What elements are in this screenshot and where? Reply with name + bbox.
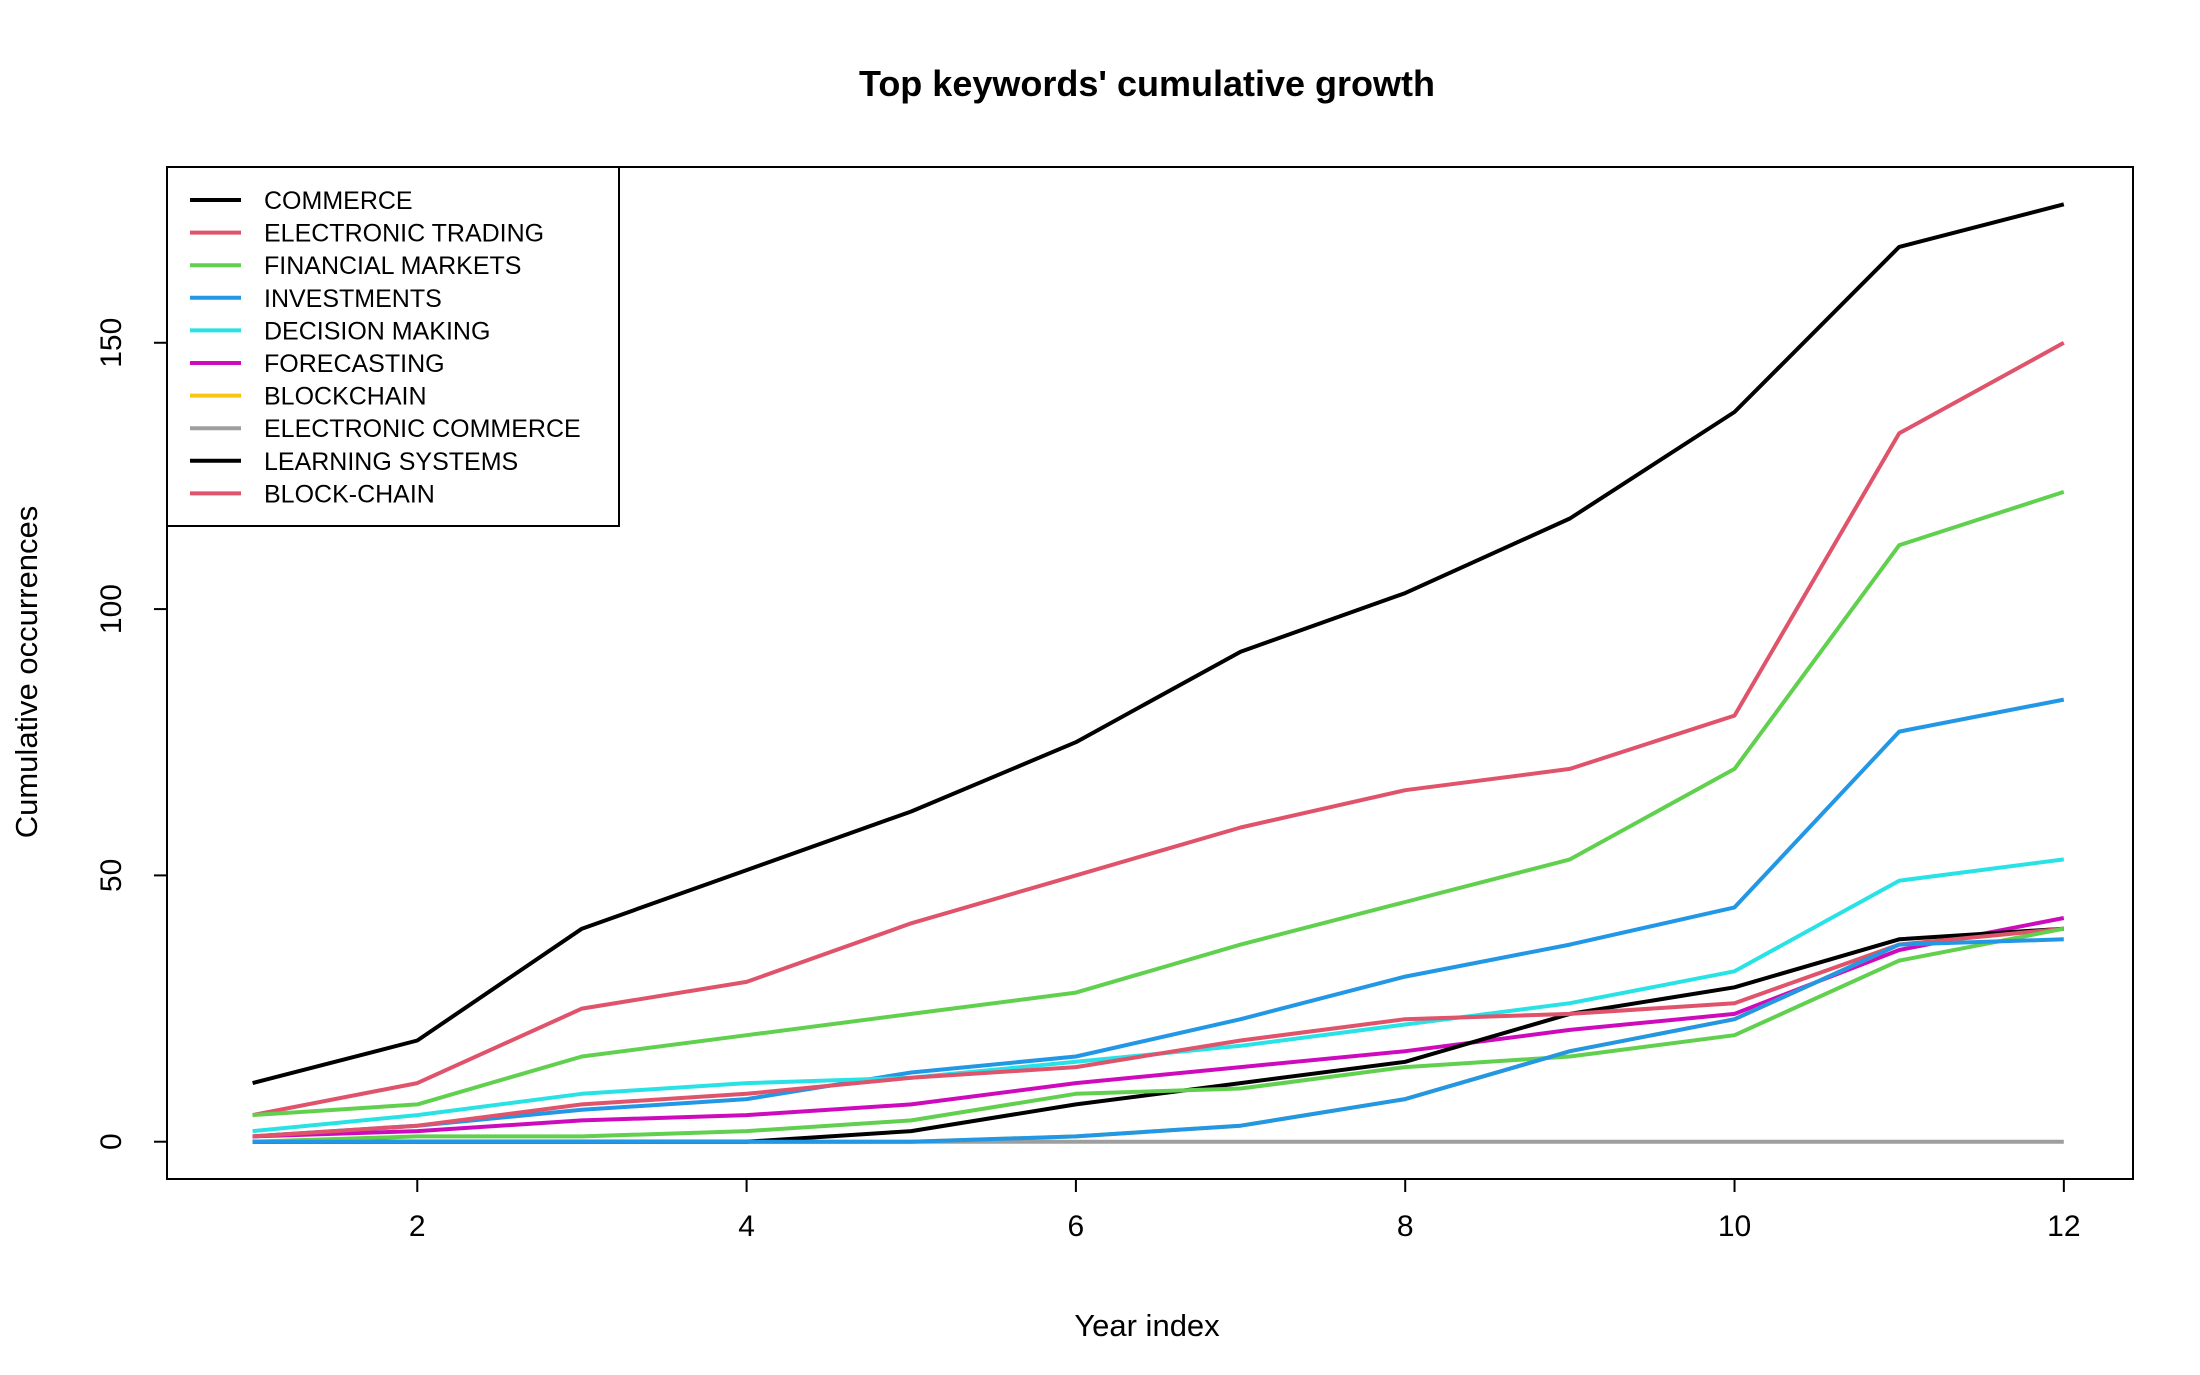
series-line-financial-markets bbox=[252, 489, 2065, 1118]
legend-label: INVESTMENTS bbox=[264, 285, 442, 313]
legend-label: BLOCKCHAIN bbox=[264, 383, 427, 411]
legend-label: DECISION MAKING bbox=[264, 317, 490, 345]
y-tick-label: 100 bbox=[95, 584, 128, 634]
x-tick-label: 10 bbox=[1718, 1210, 1751, 1243]
legend-label: COMMERCE bbox=[264, 187, 413, 215]
y-tick-label: 150 bbox=[95, 318, 128, 368]
legend-label: ELECTRONIC COMMERCE bbox=[264, 415, 581, 443]
chart-title: Top keywords' cumulative growth bbox=[859, 63, 1435, 104]
legend-label: FORECASTING bbox=[264, 350, 445, 378]
y-axis-label: Cumulative occurrences bbox=[9, 506, 44, 839]
legend-label: BLOCK-CHAIN bbox=[264, 480, 435, 508]
y-axis: 0 50 100 150 bbox=[95, 318, 167, 1150]
x-tick-label: 12 bbox=[2047, 1210, 2080, 1243]
legend-label: FINANCIAL MARKETS bbox=[264, 252, 521, 280]
x-tick-label: 4 bbox=[738, 1210, 755, 1243]
y-tick-label: 0 bbox=[95, 1133, 128, 1150]
series-layer bbox=[252, 202, 2065, 1144]
legend: COMMERCE ELECTRONIC TRADING FINANCIAL MARK… bbox=[166, 166, 620, 527]
legend-label: LEARNING SYSTEMS bbox=[264, 448, 518, 476]
x-tick-label: 6 bbox=[1068, 1210, 1085, 1243]
series-line-block-chain bbox=[252, 926, 2064, 1139]
x-tick-label: 8 bbox=[1397, 1210, 1414, 1243]
series-line-electronic-trading bbox=[252, 341, 2065, 1118]
plot-area-border bbox=[166, 166, 2134, 1180]
x-tick-label: 2 bbox=[409, 1210, 426, 1243]
series-line-investments bbox=[252, 697, 2065, 1139]
y-tick-label: 50 bbox=[95, 859, 128, 892]
series-line-forecasting bbox=[252, 916, 2065, 1139]
legend-box bbox=[166, 166, 620, 527]
x-axis-label: Year index bbox=[1074, 1308, 1220, 1343]
series-line-unnamed-11 bbox=[252, 937, 2064, 1144]
legend-label: ELECTRONIC TRADING bbox=[264, 220, 544, 248]
series-line-commerce bbox=[252, 202, 2065, 1086]
x-axis: 2 4 6 8 10 12 bbox=[409, 1179, 2081, 1243]
series-line-unnamed-10 bbox=[252, 926, 2065, 1144]
